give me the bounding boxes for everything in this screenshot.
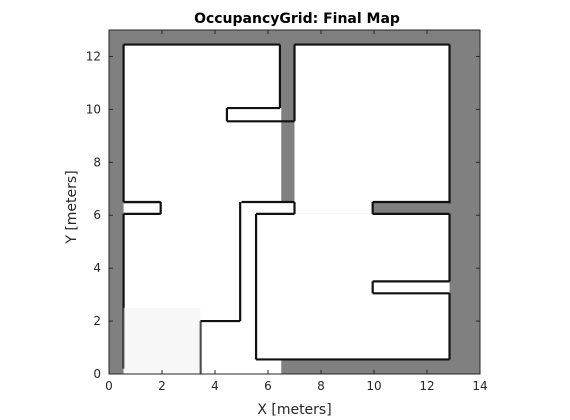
free-space-region	[226, 108, 282, 122]
x-tick-label: 4	[211, 379, 219, 393]
free-space-region	[123, 213, 162, 323]
x-axis-label: X [meters]	[257, 402, 331, 418]
free-space-region	[372, 281, 450, 294]
ray-shading	[123, 307, 201, 374]
x-tick-label: 6	[264, 379, 272, 393]
x-tick-label: 8	[317, 379, 325, 393]
free-space-region	[372, 213, 450, 282]
free-space-region	[123, 203, 161, 214]
y-axis-label: Y [meters]	[64, 170, 80, 244]
y-tick-label: 2	[93, 314, 101, 328]
x-tick-label: 12	[419, 379, 434, 393]
chart-title: OccupancyGrid: Final Map	[194, 11, 400, 27]
y-tick-label: 0	[93, 367, 101, 381]
free-space-region	[294, 202, 373, 214]
x-tick-label: 0	[105, 379, 113, 393]
axes-box	[108, 29, 481, 375]
y-tick-label: 10	[86, 102, 101, 116]
free-space-region	[162, 213, 201, 323]
y-tick-label: 4	[93, 261, 101, 275]
free-space-region	[294, 44, 450, 202]
map-plot-area	[109, 30, 480, 375]
free-space-region	[254, 202, 295, 214]
axes: 0 2 4 6 8 10 12 14 0 2 4 6 8 10 12	[86, 29, 488, 393]
x-tick-label: 2	[158, 379, 166, 393]
free-space-region	[200, 213, 241, 322]
free-space-region	[241, 202, 253, 214]
y-tick-label: 8	[93, 155, 101, 169]
y-tick-label: 6	[93, 208, 101, 222]
y-tick-label: 12	[86, 49, 101, 63]
x-tick-label: 10	[366, 379, 381, 393]
x-tick-label: 14	[472, 379, 487, 393]
